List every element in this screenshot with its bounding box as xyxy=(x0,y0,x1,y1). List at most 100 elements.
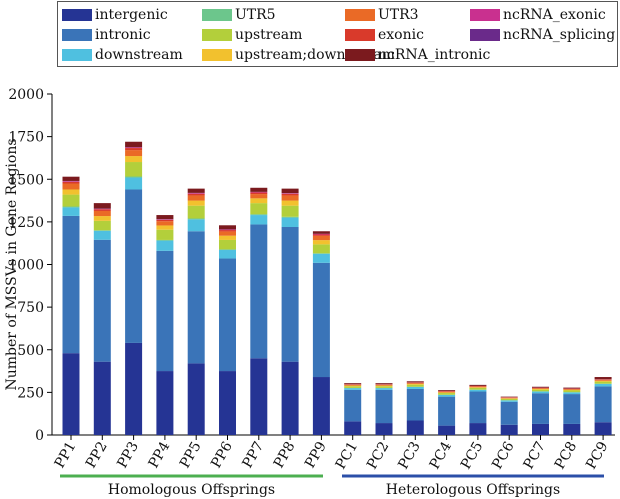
bar-segment-ncRNA-intronic-PP7 xyxy=(250,187,268,192)
bar-segment-ncRNA-intronic-PC5 xyxy=(469,384,487,386)
bar-segment-intronic-PP5 xyxy=(187,231,205,364)
bar-segment-intronic-PC7 xyxy=(532,393,549,424)
bar-segment-intergenic-PC5 xyxy=(469,423,487,435)
bar-segment-intronic-PP1 xyxy=(62,215,80,354)
bar-segment-upstream-PP1 xyxy=(62,194,80,207)
bar-segment-downstream-PP6 xyxy=(219,250,236,259)
bar-segment-UTR5-PP1 xyxy=(62,206,80,208)
bar-segment-ncRNA-exonic-PP7 xyxy=(250,192,268,193)
bar-segment-UTR3-PP1 xyxy=(62,183,80,190)
bar-segment-UTR3-PP2 xyxy=(93,210,111,217)
bar-segment-upstream-PP8 xyxy=(281,205,299,217)
bar-segment-intronic-PC6 xyxy=(500,401,518,425)
bar-segment-intronic-PC2 xyxy=(375,389,393,424)
legend-item-UTR3: UTR3 xyxy=(345,6,419,24)
bar-segment-ncRNA-intronic-PP8 xyxy=(281,188,299,194)
bar-segment-downstream-PC6 xyxy=(500,400,518,402)
bar-segment-upstream-downstream-PP3 xyxy=(125,156,143,163)
legend-label: ncRNA_splicing xyxy=(503,27,616,43)
chart-legend: intergenic UTR5 UTR3 ncRNA_exonic intronic up… xyxy=(57,1,618,67)
bar-segment-downstream-PC8 xyxy=(563,392,581,395)
bar-segment-ncRNA-intronic-PP6 xyxy=(219,225,236,230)
bar-segment-intergenic-PC3 xyxy=(406,420,424,435)
bar-segment-upstream-downstream-PC6 xyxy=(500,398,518,399)
bar-segment-UTR3-PC5 xyxy=(469,386,487,388)
x-tick-label: PP1 xyxy=(52,439,80,471)
bar-segment-ncRNA-exonic-PP5 xyxy=(187,193,205,194)
x-tick-label: PC1 xyxy=(333,439,361,472)
bar-segment-upstream-downstream-PP7 xyxy=(250,198,268,204)
bar-segment-exonic-PP1 xyxy=(62,181,80,184)
bar-segment-ncRNA-exonic-PP9 xyxy=(312,233,330,235)
bar-segment-upstream-downstream-PP1 xyxy=(62,189,80,195)
bar-segment-upstream-downstream-PC2 xyxy=(375,385,393,387)
bar-segment-UTR3-PP8 xyxy=(281,195,299,201)
bar-segment-upstream-PC9 xyxy=(594,381,612,384)
bar-segment-upstream-PC3 xyxy=(406,384,424,387)
bar-segment-ncRNA-intronic-PP4 xyxy=(156,215,174,220)
bar-segment-intergenic-PC4 xyxy=(438,425,456,435)
bar-segment-downstream-PC4 xyxy=(438,394,456,397)
bar-segment-downstream-PP2 xyxy=(93,230,111,240)
bar-segment-ncRNA-intronic-PP9 xyxy=(312,231,330,234)
bar-segment-downstream-PP9 xyxy=(312,253,330,263)
bar-segment-intronic-PP6 xyxy=(219,258,236,372)
bar-segment-upstream-PC5 xyxy=(469,387,487,390)
bar-segment-exonic-PP7 xyxy=(250,192,268,195)
group-label-1: Heterologous Offsprings xyxy=(386,482,560,498)
bar-segment-intronic-PP3 xyxy=(125,189,143,343)
bar-segment-upstream-downstream-PC3 xyxy=(406,383,424,385)
legend-label: UTR5 xyxy=(235,7,276,23)
legend-swatch xyxy=(62,49,92,61)
bar-segment-exonic-PP5 xyxy=(187,193,205,196)
bar-segment-ncRNA-intronic-PC4 xyxy=(438,390,456,392)
bar-segment-downstream-PC5 xyxy=(469,389,487,392)
x-tick-label: PP8 xyxy=(271,439,299,471)
bar-segment-upstream-PP2 xyxy=(93,220,111,231)
bar-segment-UTR5-PP3 xyxy=(125,176,143,178)
legend-item-intergenic: intergenic xyxy=(62,6,168,24)
x-tick-label: PC7 xyxy=(521,439,549,472)
legend-label: ncRNA_exonic xyxy=(503,7,606,23)
bar-segment-downstream-PP5 xyxy=(187,219,205,232)
bar-segment-ncRNA-intronic-PP5 xyxy=(187,188,205,193)
bar-segment-intergenic-PP2 xyxy=(93,361,111,435)
legend-label: intronic xyxy=(95,27,151,43)
bar-segment-intergenic-PP1 xyxy=(62,353,80,435)
bar-segment-UTR3-PP3 xyxy=(125,150,143,157)
x-tick-label: PP5 xyxy=(177,439,205,471)
bar-segment-downstream-PC9 xyxy=(594,383,612,387)
bar-segment-UTR5-PP8 xyxy=(281,216,299,218)
y-tick-label: 2000 xyxy=(8,87,44,103)
bar-segment-ncRNA-exonic-PP6 xyxy=(219,229,236,231)
bar-segment-upstream-downstream-PC5 xyxy=(469,387,487,388)
bar-segment-UTR3-PP7 xyxy=(250,194,268,199)
x-tick-label: PC9 xyxy=(583,439,611,472)
legend-swatch xyxy=(62,29,92,41)
y-tick-label: 500 xyxy=(17,343,44,359)
bar-segment-intronic-PC3 xyxy=(406,388,424,421)
bar-segment-ncRNA-intronic-PC9 xyxy=(594,377,612,380)
bar-segment-upstream-PP5 xyxy=(187,205,205,219)
bar-segment-intergenic-PP6 xyxy=(219,371,236,435)
bar-segment-upstream-PP6 xyxy=(219,239,236,250)
bar-segment-upstream-downstream-PC4 xyxy=(438,392,456,394)
legend-item-ncRNA-splicing: ncRNA_splicing xyxy=(470,26,615,44)
bar-segment-intronic-PP4 xyxy=(156,250,174,372)
bar-segment-ncRNA-intronic-PC1 xyxy=(344,383,362,385)
bar-segment-upstream-downstream-PC1 xyxy=(344,385,362,387)
bar-segment-UTR3-PC4 xyxy=(438,391,456,393)
bar-segment-exonic-PP4 xyxy=(156,219,174,222)
bar-segment-upstream-PC6 xyxy=(500,398,518,401)
bar-segment-UTR5-PP7 xyxy=(250,214,268,216)
bar-segment-intergenic-PC2 xyxy=(375,423,393,435)
x-tick-label: PC2 xyxy=(364,439,392,472)
bar-segment-downstream-PP1 xyxy=(62,207,80,216)
bar-segment-UTR3-PC7 xyxy=(532,388,549,389)
legend-swatch xyxy=(470,29,500,41)
legend-swatch xyxy=(202,9,232,21)
legend-swatch xyxy=(202,29,232,41)
bar-segment-ncRNA-intronic-PC7 xyxy=(532,386,549,388)
x-tick-label: PC6 xyxy=(489,439,517,472)
